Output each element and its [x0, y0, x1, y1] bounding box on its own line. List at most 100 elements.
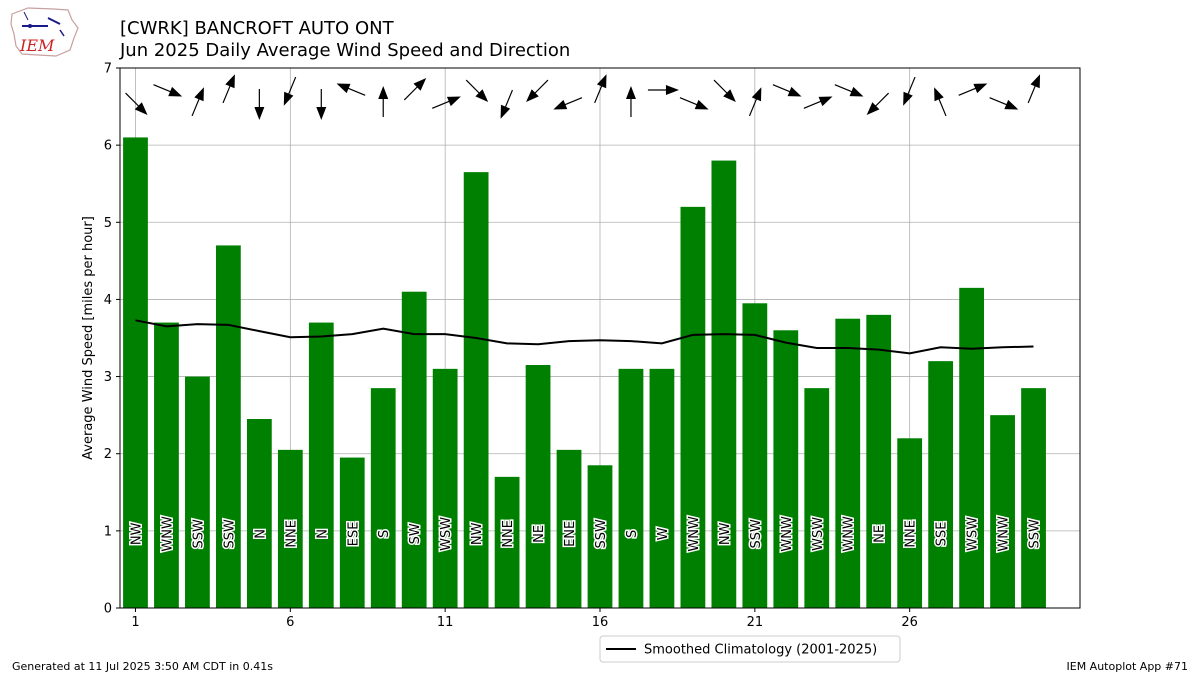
y-tick-label: 4 — [104, 293, 112, 308]
y-tick-label: 7 — [104, 62, 112, 77]
y-tick-label: 6 — [104, 139, 112, 154]
direction-label: S — [625, 530, 640, 538]
iem-logo: IEM — [10, 7, 79, 57]
bar — [835, 318, 861, 608]
direction-label: WNW — [842, 516, 857, 552]
wind-arrow — [803, 96, 833, 109]
wind-arrow — [153, 84, 183, 97]
legend-label: Smoothed Climatology (2001-2025) — [644, 643, 877, 658]
bar — [432, 368, 458, 608]
direction-label: W — [656, 527, 671, 540]
direction-label: NNE — [904, 520, 919, 548]
direction-label: SSW — [191, 519, 206, 549]
direction-label: SW — [408, 523, 423, 544]
wind-arrow — [283, 76, 297, 106]
wind-arrow — [465, 79, 489, 103]
bar — [216, 245, 241, 608]
bar — [618, 368, 644, 608]
bar — [649, 368, 675, 608]
x-tick-label: 6 — [286, 615, 294, 630]
wind-arrow — [834, 84, 864, 97]
wind-arrow — [934, 87, 947, 117]
bar — [277, 449, 303, 608]
wind-arrow — [866, 92, 890, 116]
direction-label: WNW — [687, 516, 702, 552]
wind-arrow — [222, 74, 235, 104]
wind-arrow — [1027, 74, 1041, 104]
bar — [154, 322, 179, 608]
direction-label: SSE — [935, 521, 950, 546]
wind-arrow — [191, 87, 204, 117]
bar — [494, 476, 520, 608]
wind-arrow — [526, 79, 549, 103]
x-tick-label: 26 — [901, 615, 918, 630]
direction-label: WSW — [966, 517, 981, 551]
wind-arrow — [336, 83, 366, 96]
bar — [123, 137, 148, 608]
direction-label: ESE — [346, 522, 361, 547]
x-tick-label: 1 — [131, 615, 139, 630]
direction-label: NW — [470, 522, 485, 545]
wind-arrow — [553, 97, 583, 110]
bar — [246, 419, 272, 608]
direction-label: WNW — [160, 516, 175, 552]
bar — [339, 457, 365, 608]
bar — [185, 376, 210, 608]
x-tick-label: 21 — [747, 615, 764, 630]
wind-arrow — [500, 89, 514, 119]
wind-arrow — [772, 84, 802, 97]
bar — [959, 287, 984, 608]
y-tick-label: 2 — [104, 447, 112, 462]
y-tick-label: 5 — [104, 216, 112, 231]
wind-arrow — [378, 86, 389, 117]
direction-label: SSW — [749, 519, 764, 549]
direction-label: WNW — [997, 516, 1012, 552]
bar — [897, 438, 923, 608]
wind-arrow — [903, 76, 916, 106]
wind-arrow — [647, 85, 679, 95]
bar — [308, 322, 334, 608]
wind-arrow — [958, 83, 988, 96]
wind-arrow — [594, 74, 607, 104]
direction-label: SSW — [1028, 519, 1043, 549]
x-tick-label: 16 — [592, 615, 609, 630]
legend-box — [599, 635, 901, 663]
bar — [587, 465, 613, 608]
footer-generated: Generated at 11 Jul 2025 3:50 AM CDT in … — [12, 660, 273, 673]
wind-arrow — [989, 97, 1019, 110]
bars — [123, 137, 1046, 609]
wind-arrows — [125, 74, 1041, 120]
direction-label: NE — [532, 525, 547, 543]
direction-label: NE — [873, 525, 888, 543]
logo-text: IEM — [19, 36, 55, 55]
direction-labels: NW WNW SSW SSW N NNE N ESE S SW WSW NW NNE NE ENE SSW S W… — [128, 514, 1044, 553]
bar — [680, 206, 706, 608]
direction-label: WSW — [811, 517, 826, 551]
footer-app: IEM Autoplot App #71 — [1066, 660, 1189, 673]
wind-arrow — [403, 77, 427, 101]
direction-label: WNW — [780, 516, 795, 552]
y-tick-label: 1 — [104, 524, 112, 539]
wind-arrow — [125, 92, 148, 116]
bar — [556, 449, 582, 608]
wind-arrow — [254, 89, 265, 120]
wind-arrow — [748, 87, 762, 117]
bar — [928, 361, 954, 608]
legend: Smoothed Climatology (2001-2025) — [599, 635, 901, 663]
direction-label: S — [377, 530, 392, 538]
direction-label: N — [253, 529, 268, 539]
y-axis: 0 1 2 3 4 5 6 7 — [104, 62, 120, 617]
direction-label: NW — [718, 522, 733, 545]
y-axis-label: Average Wind Speed [miles per hour] — [81, 216, 96, 460]
wind-arrow — [316, 89, 327, 120]
bar — [463, 172, 489, 608]
direction-label: NNE — [284, 520, 299, 548]
wind-arrow — [625, 86, 636, 117]
direction-label: SSW — [594, 519, 609, 549]
direction-label: N — [315, 529, 330, 539]
bar — [990, 415, 1015, 608]
bar — [401, 291, 427, 608]
bar — [525, 365, 551, 608]
direction-label: NNE — [501, 520, 516, 548]
